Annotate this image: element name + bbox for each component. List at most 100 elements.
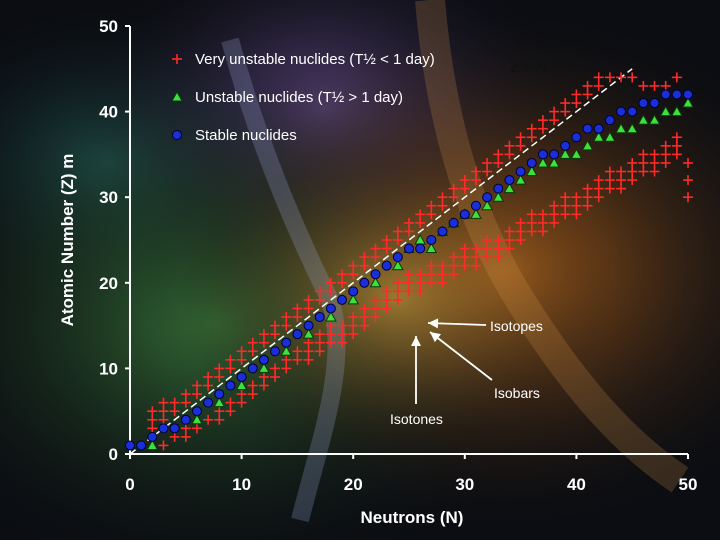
very-unstable-point	[158, 440, 169, 451]
very-unstable-point	[404, 217, 414, 228]
very-unstable-point	[537, 123, 548, 134]
very-unstable-point	[158, 397, 169, 408]
very-unstable-point	[236, 354, 247, 365]
very-unstable-point	[270, 329, 281, 340]
very-unstable-point	[191, 389, 202, 400]
very-unstable-point	[281, 320, 292, 331]
unstable-point	[258, 362, 270, 373]
very-unstable-point	[370, 312, 381, 323]
very-unstable-point	[325, 286, 336, 297]
very-unstable-point	[482, 166, 493, 177]
stable-point	[504, 175, 515, 186]
very-unstable-point	[504, 140, 515, 151]
very-unstable-point	[147, 406, 158, 417]
stable-point	[125, 440, 135, 451]
very-unstable-point	[671, 72, 682, 83]
very-unstable-point	[370, 252, 381, 263]
very-unstable-point	[515, 132, 526, 143]
very-unstable-point	[247, 389, 258, 400]
unstable-point	[470, 208, 482, 219]
axes: 0 10 20 30 40 50 0 10 20 30 40 50	[99, 17, 697, 494]
unstable-point	[604, 131, 616, 142]
very-unstable-point	[381, 294, 392, 305]
very-unstable-point	[526, 132, 537, 143]
very-unstable-point	[660, 140, 671, 151]
x-tick-label: 20	[344, 475, 363, 494]
very-unstable-point	[270, 363, 281, 374]
very-unstable-point	[426, 260, 437, 271]
very-unstable-point	[203, 371, 214, 382]
very-unstable-point	[370, 303, 381, 314]
very-unstable-point	[348, 320, 359, 331]
very-unstable-point	[493, 252, 504, 263]
stable-point	[571, 132, 582, 143]
very-unstable-point	[537, 217, 548, 228]
very-unstable-point	[359, 252, 370, 263]
very-unstable-point	[470, 175, 481, 186]
very-unstable-point	[292, 346, 303, 357]
stable-point	[314, 312, 325, 323]
annotation-isotones: Isotones	[390, 411, 443, 427]
very-unstable-point	[593, 80, 604, 91]
very-unstable-point	[225, 397, 236, 408]
y-axis-label: Atomic Number (Z) m	[58, 154, 77, 327]
y-tick-label: 0	[109, 445, 118, 464]
stable-point	[281, 337, 292, 348]
very-unstable-point	[270, 320, 281, 331]
y-tick-label: 40	[99, 103, 118, 122]
unstable-point	[347, 293, 360, 305]
very-unstable-point	[593, 192, 604, 203]
very-unstable-point	[571, 209, 582, 220]
very-unstable-point	[482, 157, 493, 168]
stable-point	[381, 260, 392, 271]
legend-triangle-marker	[171, 90, 183, 102]
very-unstable-point	[180, 423, 191, 434]
stable-point	[470, 200, 481, 211]
very-unstable-point	[325, 320, 336, 331]
stable-point	[604, 115, 615, 126]
very-unstable-point	[303, 337, 314, 348]
unstable-point	[492, 191, 505, 202]
very-unstable-point	[459, 183, 470, 194]
stable-point	[292, 329, 303, 340]
x-ticks: 0 10 20 30 40 50	[125, 454, 697, 494]
very-unstable-point	[448, 192, 459, 203]
very-unstable-point	[437, 277, 448, 288]
very-unstable-point	[381, 286, 392, 297]
very-unstable-point	[415, 209, 426, 220]
stable-point	[191, 406, 202, 417]
very-unstable-point	[649, 157, 660, 168]
very-unstable-point	[281, 312, 292, 323]
stable-point	[593, 123, 604, 134]
very-unstable-point	[504, 235, 515, 245]
very-unstable-point	[225, 354, 236, 365]
very-unstable-point	[560, 106, 571, 117]
very-unstable-point	[325, 329, 336, 340]
very-unstable-point	[571, 200, 582, 211]
very-unstable-point	[649, 80, 660, 91]
very-unstable-point	[660, 80, 671, 91]
unstable-point	[581, 139, 594, 151]
very-unstable-point	[671, 140, 682, 151]
very-unstable-point	[571, 89, 582, 100]
very-unstable-point	[604, 72, 615, 83]
very-unstable-point	[203, 414, 214, 425]
very-unstable-point	[604, 166, 615, 177]
very-unstable-point	[504, 226, 515, 237]
legend-label: Very unstable nuclides (T½ < 1 day)	[195, 51, 435, 68]
unstable-point	[615, 122, 627, 134]
very-unstable-point	[437, 200, 448, 211]
very-unstable-point	[303, 294, 314, 305]
very-unstable-point	[459, 243, 470, 254]
very-unstable-point	[582, 80, 593, 91]
very-unstable-point	[582, 183, 593, 194]
stable-point	[493, 183, 504, 194]
very-unstable-point	[258, 380, 269, 391]
very-unstable-point	[526, 209, 537, 220]
very-unstable-point	[404, 226, 414, 237]
very-unstable-point	[247, 337, 258, 348]
stable-point	[180, 414, 191, 425]
very-unstable-point	[582, 200, 593, 211]
stable-point	[616, 106, 627, 117]
stable-point	[147, 431, 158, 442]
